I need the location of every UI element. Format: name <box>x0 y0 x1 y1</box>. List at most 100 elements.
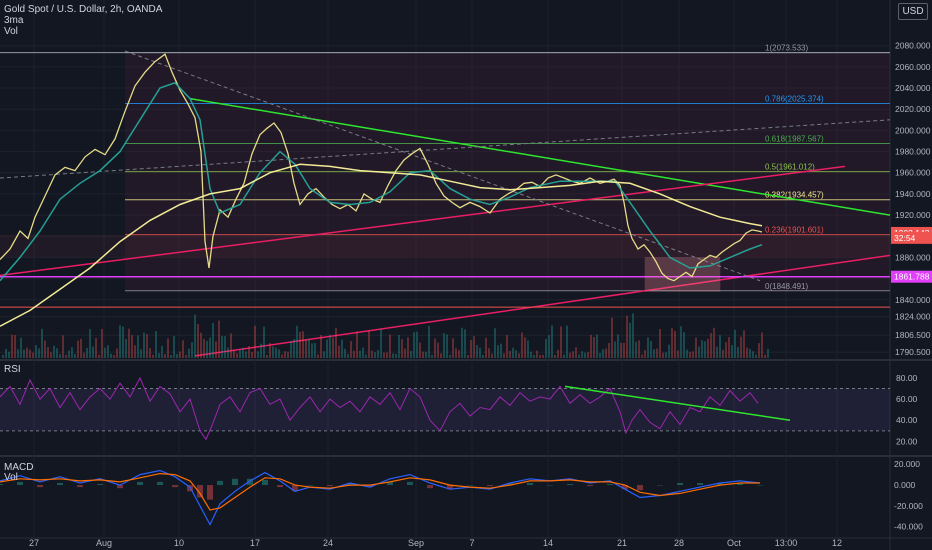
x-tick-label: 10 <box>174 538 184 548</box>
price-label-bg <box>891 231 932 244</box>
volume-bar <box>752 351 754 358</box>
volume-bar <box>767 348 769 358</box>
volume-bar <box>146 334 148 358</box>
volume-bar <box>392 353 394 358</box>
indicator-3ma-label[interactable]: 3ma <box>4 15 24 26</box>
indicator-vol-label[interactable]: Vol <box>4 26 18 37</box>
macd-histogram-bar <box>447 485 453 490</box>
y-tick-label: 2000.000 <box>895 125 931 135</box>
volume-bar <box>134 345 136 358</box>
volume-bar <box>107 345 109 358</box>
volume-bar <box>128 328 130 358</box>
volume-bar <box>716 346 718 358</box>
x-tick-label: Oct <box>727 538 742 548</box>
volume-bar <box>278 349 280 358</box>
volume-bar <box>140 349 142 358</box>
volume-bar <box>563 354 565 358</box>
macd-histogram-bar <box>427 485 433 489</box>
rsi-trendline <box>564 385 791 421</box>
trendline-dashed <box>124 50 761 282</box>
volume-bar <box>728 337 730 358</box>
volume-bar <box>230 333 232 358</box>
macd-tick-label: 0.000 <box>894 480 916 490</box>
volume-bar <box>179 351 181 358</box>
volume-bar <box>428 326 430 358</box>
volume-bar <box>566 325 568 358</box>
currency-button[interactable]: USD <box>898 3 928 20</box>
macd-histogram-bar <box>387 481 393 486</box>
volume-bar <box>464 329 466 358</box>
volume-bar <box>401 339 403 358</box>
volume-bar <box>245 351 247 358</box>
macd-histogram-bar <box>622 485 628 490</box>
volume-bar <box>761 332 763 358</box>
volume-bar <box>599 352 601 358</box>
volume-bar <box>413 332 415 358</box>
volume-bar <box>605 348 607 358</box>
symbol-title[interactable]: Gold Spot / U.S. Dollar, 2h, OANDA <box>4 4 163 15</box>
volume-bar <box>704 341 706 358</box>
volume-bar <box>260 343 262 358</box>
volume-bar <box>683 332 685 358</box>
macd-histogram-bar <box>97 484 103 486</box>
volume-bar <box>536 350 538 358</box>
macd-histogram-bar <box>367 485 373 488</box>
y-tick-label: 1940.000 <box>895 189 931 199</box>
volume-bar <box>737 347 739 358</box>
volume-bar <box>68 350 70 358</box>
volume-bar <box>386 352 388 358</box>
volume-bar <box>722 349 724 358</box>
volume-bar <box>746 347 748 358</box>
volume-bar <box>440 353 442 358</box>
y-tick-label: 1790.500 <box>895 347 931 357</box>
volume-bar <box>59 354 61 358</box>
volume-bar <box>188 348 190 358</box>
volume-bar <box>587 352 589 358</box>
rsi-tick-label: 20.00 <box>896 436 918 446</box>
volume-bar <box>593 337 595 358</box>
volume-bar <box>542 354 544 358</box>
volume-bar <box>674 330 676 358</box>
volume-bar <box>497 345 499 358</box>
fib-level-label: 0(1848.491) <box>765 282 808 291</box>
macd-histogram-bar <box>487 485 493 487</box>
trendline-dashed <box>0 119 891 179</box>
volume-bar <box>590 334 592 358</box>
range-zone <box>0 234 890 258</box>
x-tick-label: 21 <box>617 538 627 548</box>
volume-bar <box>755 354 757 358</box>
volume-bar <box>158 353 160 358</box>
y-tick-label: 1824.000 <box>895 312 931 322</box>
volume-bar <box>485 337 487 358</box>
volume-bar <box>539 354 541 358</box>
price-label: 32:54 <box>894 233 916 243</box>
volume-bar <box>50 352 52 358</box>
fib-level-label: 0.786(2025.374) <box>765 95 824 104</box>
volume-bar <box>479 347 481 358</box>
volume-bar <box>362 347 364 358</box>
macd-histogram-bar <box>587 485 593 487</box>
volume-bar <box>482 354 484 358</box>
volume-bar <box>545 338 547 358</box>
volume-bar <box>29 349 31 358</box>
macd-histogram-bar <box>467 485 473 486</box>
fib-level-label: 0.382(1934.457) <box>765 191 824 200</box>
volume-bar <box>431 354 433 358</box>
volume-bar <box>491 353 493 358</box>
volume-bar <box>173 335 175 358</box>
volume-bar <box>248 346 250 358</box>
volume-bar <box>44 340 46 358</box>
macd-histogram-bar <box>197 485 203 498</box>
volume-bar <box>569 352 571 358</box>
volume-bar <box>467 354 469 358</box>
macd-pane-label[interactable]: MACD <box>4 462 34 473</box>
volume-bar <box>560 326 562 358</box>
price-label: 1861.788 <box>894 272 930 282</box>
rsi-pane-label[interactable]: RSI <box>4 364 21 375</box>
volume-bar <box>551 325 553 358</box>
macd-vol-label[interactable]: Vol <box>4 472 18 483</box>
volume-bar <box>476 345 478 358</box>
volume-bar <box>191 342 193 358</box>
volume-bar <box>518 353 520 358</box>
